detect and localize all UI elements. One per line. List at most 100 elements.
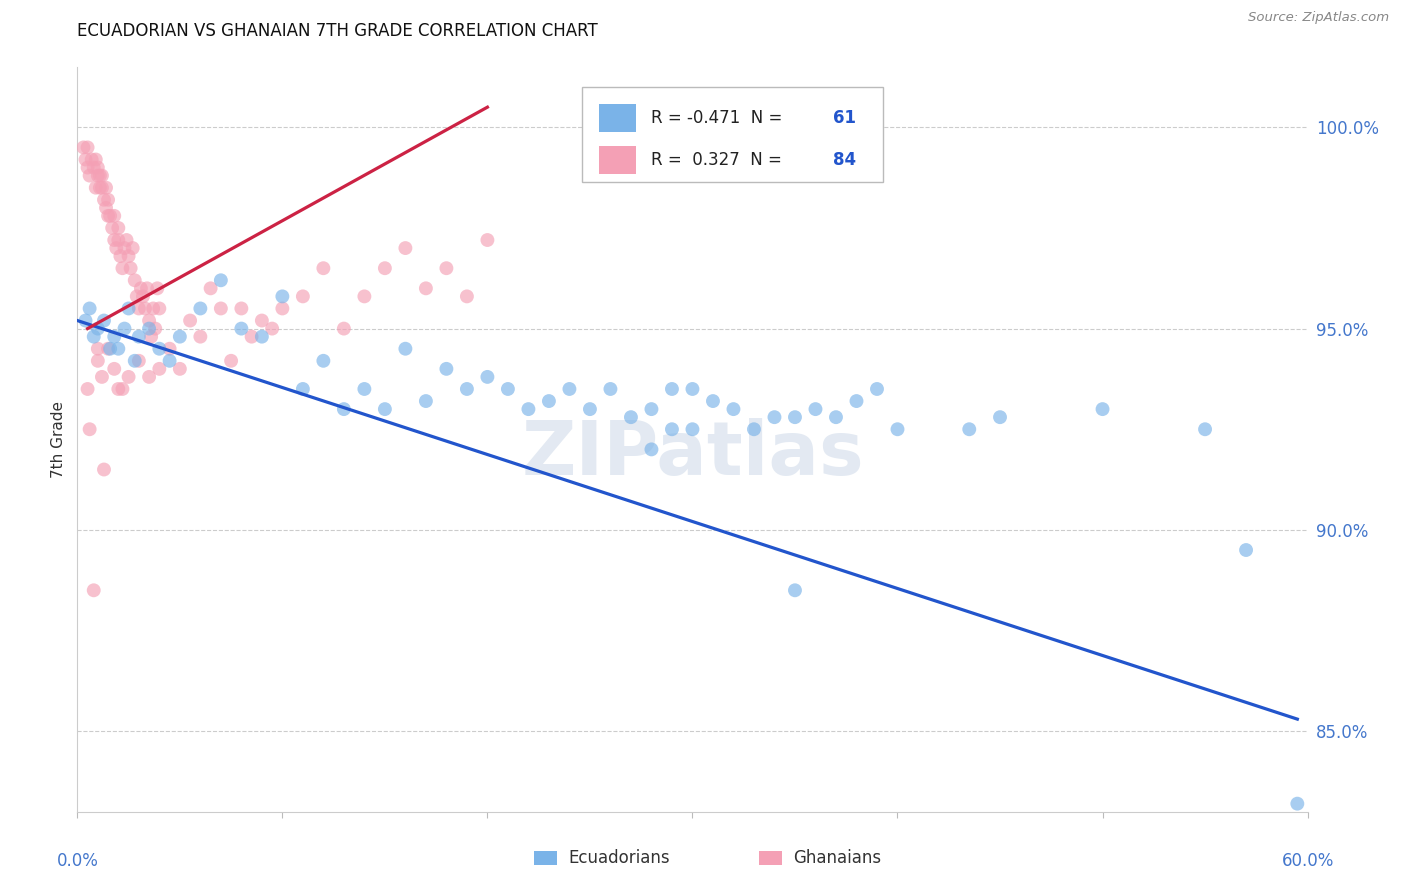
Point bbox=[333, 321, 356, 335]
Point bbox=[107, 233, 129, 247]
Point bbox=[291, 382, 314, 396]
Text: R = -0.471  N =: R = -0.471 N = bbox=[651, 110, 782, 128]
Point bbox=[72, 140, 94, 154]
Point bbox=[159, 353, 181, 368]
Point bbox=[763, 410, 786, 425]
Point bbox=[93, 462, 115, 476]
Point bbox=[83, 161, 105, 175]
Point bbox=[496, 382, 519, 396]
Point bbox=[742, 422, 765, 436]
Point bbox=[103, 233, 125, 247]
Point bbox=[477, 233, 499, 247]
Text: 84: 84 bbox=[832, 151, 856, 169]
Point bbox=[136, 281, 159, 295]
Point bbox=[146, 281, 169, 295]
Point bbox=[120, 261, 142, 276]
Point bbox=[90, 370, 114, 384]
Point bbox=[1194, 422, 1216, 436]
Point bbox=[121, 241, 143, 255]
Point bbox=[374, 402, 396, 417]
Text: Ecuadorians: Ecuadorians bbox=[568, 849, 669, 867]
Point bbox=[845, 394, 868, 409]
Point bbox=[353, 289, 375, 303]
Point bbox=[83, 329, 105, 343]
Point bbox=[117, 301, 139, 316]
Point bbox=[97, 193, 120, 207]
Point bbox=[333, 402, 356, 417]
Point bbox=[436, 261, 458, 276]
Point bbox=[436, 362, 458, 376]
Point bbox=[250, 313, 273, 327]
Text: 61: 61 bbox=[832, 110, 856, 128]
Point bbox=[537, 394, 560, 409]
Point bbox=[87, 353, 110, 368]
Point bbox=[188, 329, 212, 343]
Point bbox=[98, 209, 121, 223]
Bar bbox=[599, 146, 636, 174]
Point bbox=[661, 382, 683, 396]
Point bbox=[291, 289, 314, 303]
Point bbox=[640, 442, 662, 457]
Point bbox=[159, 342, 181, 356]
Point bbox=[143, 321, 166, 335]
Point bbox=[271, 289, 294, 303]
Point bbox=[579, 402, 602, 417]
Point bbox=[94, 180, 117, 194]
Point bbox=[80, 153, 103, 167]
Bar bbox=[599, 104, 636, 132]
Point bbox=[114, 241, 136, 255]
Point bbox=[128, 329, 150, 343]
Point bbox=[87, 161, 110, 175]
Point bbox=[90, 180, 114, 194]
Point bbox=[90, 169, 114, 183]
Point bbox=[456, 289, 478, 303]
Point bbox=[93, 193, 115, 207]
Point bbox=[988, 410, 1011, 425]
Y-axis label: 7th Grade: 7th Grade bbox=[51, 401, 66, 478]
Point bbox=[148, 301, 170, 316]
Point bbox=[1286, 797, 1309, 811]
Point bbox=[117, 249, 139, 263]
Point bbox=[115, 233, 138, 247]
Point bbox=[1091, 402, 1114, 417]
Point bbox=[105, 241, 128, 255]
Point bbox=[134, 301, 156, 316]
Point bbox=[262, 321, 284, 335]
Point bbox=[79, 301, 101, 316]
Point bbox=[79, 169, 101, 183]
Point bbox=[93, 313, 115, 327]
Point bbox=[188, 301, 212, 316]
Point bbox=[84, 153, 107, 167]
Point bbox=[142, 301, 165, 316]
Point bbox=[103, 362, 125, 376]
Point bbox=[209, 301, 232, 316]
Point bbox=[103, 209, 125, 223]
Point bbox=[250, 329, 273, 343]
Point bbox=[219, 353, 242, 368]
Point bbox=[231, 321, 253, 335]
Point bbox=[661, 422, 683, 436]
Point bbox=[200, 281, 222, 295]
Point bbox=[107, 382, 129, 396]
Point bbox=[75, 153, 97, 167]
Point bbox=[83, 583, 105, 598]
Point bbox=[312, 353, 335, 368]
Point bbox=[240, 329, 263, 343]
Point bbox=[783, 410, 806, 425]
Point bbox=[128, 301, 150, 316]
Point bbox=[640, 402, 662, 417]
Point bbox=[129, 281, 152, 295]
Point bbox=[117, 370, 139, 384]
Point bbox=[353, 382, 375, 396]
Point bbox=[682, 422, 704, 436]
Point bbox=[97, 342, 120, 356]
Point bbox=[1234, 543, 1257, 558]
Point bbox=[456, 382, 478, 396]
Point bbox=[89, 180, 111, 194]
Point bbox=[394, 241, 416, 255]
Point bbox=[271, 301, 294, 316]
Text: ZIPatlas: ZIPatlas bbox=[522, 417, 863, 491]
Point bbox=[111, 382, 134, 396]
Point bbox=[138, 313, 160, 327]
Point bbox=[111, 261, 134, 276]
